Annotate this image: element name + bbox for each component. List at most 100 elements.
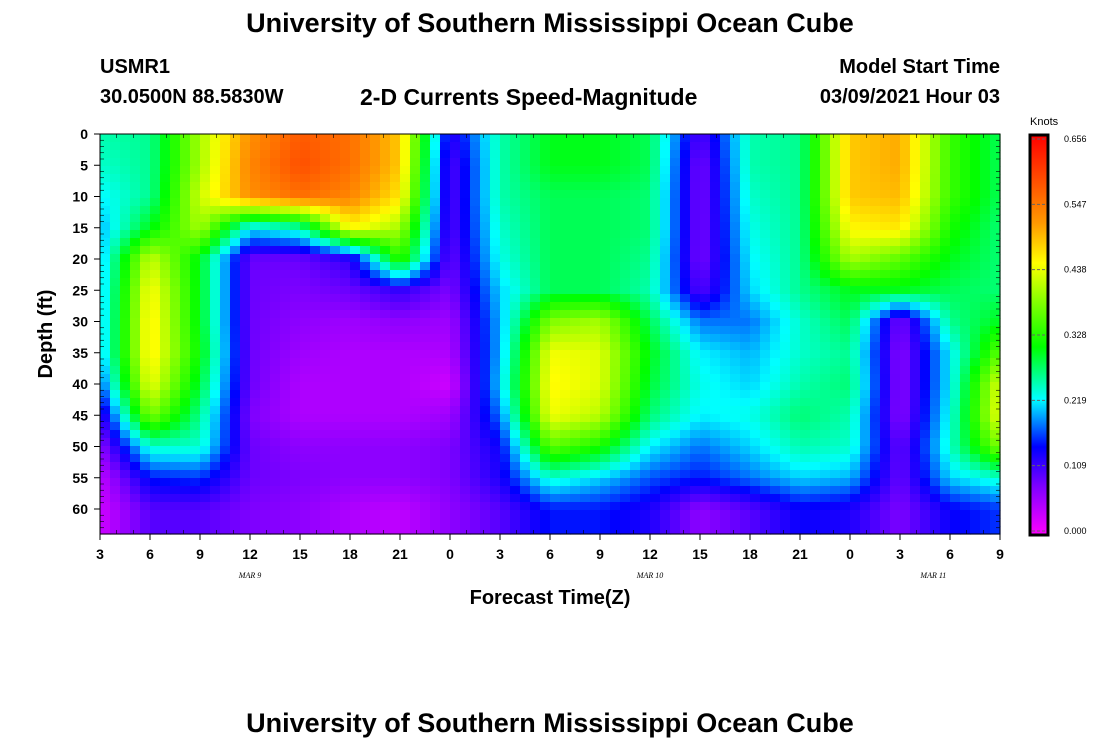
heatmap-cell (900, 390, 911, 399)
heatmap-cell (540, 374, 551, 383)
heatmap-cell (190, 470, 201, 479)
heatmap-cell (180, 366, 191, 375)
heatmap-cell (340, 198, 351, 207)
heatmap-cell (890, 134, 901, 143)
heatmap-cell (460, 158, 471, 167)
heatmap-cell (690, 166, 701, 175)
y-tick-label: 15 (72, 220, 88, 236)
heatmap-cell (290, 254, 301, 263)
heatmap-cell (950, 158, 961, 167)
heatmap-cell (800, 502, 811, 511)
heatmap-cell (110, 454, 121, 463)
heatmap-cell (770, 446, 781, 455)
heatmap-cell (150, 214, 161, 223)
model-start-label: Model Start Time (839, 56, 1000, 78)
heatmap-cell (230, 430, 241, 439)
heatmap-cell (560, 254, 571, 263)
heatmap-cell (340, 246, 351, 255)
heatmap-cell (560, 390, 571, 399)
heatmap-cell (870, 142, 881, 151)
heatmap-cell (590, 214, 601, 223)
heatmap-cell (520, 326, 531, 335)
heatmap-cell (660, 182, 671, 191)
heatmap-cell (650, 486, 661, 495)
heatmap-cell (730, 526, 741, 535)
heatmap-cell (250, 326, 261, 335)
heatmap-cell (880, 518, 891, 527)
heatmap-cell (800, 254, 811, 263)
heatmap-cell (110, 166, 121, 175)
heatmap-cell (510, 278, 521, 287)
heatmap-cell (440, 294, 451, 303)
heatmap-cell (870, 478, 881, 487)
heatmap-cell (650, 142, 661, 151)
heatmap-cell (340, 270, 351, 279)
heatmap-cell (140, 238, 151, 247)
heatmap-cell (420, 390, 431, 399)
heatmap-cell (280, 390, 291, 399)
heatmap-cell (670, 526, 681, 535)
heatmap-cell (220, 190, 231, 199)
heatmap-cell (410, 510, 421, 519)
heatmap-cell (690, 518, 701, 527)
heatmap-cell (610, 158, 621, 167)
heatmap-cell (490, 438, 501, 447)
heatmap-cell (650, 390, 661, 399)
heatmap-cell (810, 358, 821, 367)
heatmap-cell (100, 406, 111, 415)
heatmap-cell (690, 382, 701, 391)
heatmap-cell (820, 454, 831, 463)
heatmap-cell (490, 518, 501, 527)
heatmap-cell (360, 198, 371, 207)
heatmap-cell (840, 214, 851, 223)
heatmap-cell (670, 190, 681, 199)
heatmap-cell (910, 158, 921, 167)
heatmap-cell (980, 230, 991, 239)
heatmap-cell (380, 518, 391, 527)
heatmap-cell (290, 398, 301, 407)
heatmap-cell (750, 406, 761, 415)
heatmap-cell (150, 382, 161, 391)
heatmap-cell (460, 174, 471, 183)
heatmap-cell (680, 334, 691, 343)
heatmap-cell (800, 446, 811, 455)
heatmap-cell (570, 246, 581, 255)
heatmap-cell (880, 358, 891, 367)
heatmap-cell (900, 262, 911, 271)
heatmap-cell (860, 286, 871, 295)
heatmap-cell (880, 454, 891, 463)
heatmap-cell (560, 454, 571, 463)
heatmap-cell (140, 158, 151, 167)
heatmap-cell (460, 390, 471, 399)
heatmap-cell (140, 278, 151, 287)
heatmap-cell (960, 286, 971, 295)
heatmap-cell (140, 358, 151, 367)
heatmap-cell (970, 318, 981, 327)
heatmap-cell (930, 262, 941, 271)
heatmap-cell (830, 406, 841, 415)
heatmap-cell (650, 510, 661, 519)
heatmap-cell (350, 350, 361, 359)
heatmap-cell (180, 198, 191, 207)
heatmap-cell (120, 438, 131, 447)
heatmap-cell (800, 390, 811, 399)
heatmap-cell (920, 214, 931, 223)
heatmap-cell (900, 502, 911, 511)
heatmap-cell (560, 166, 571, 175)
heatmap-cell (690, 246, 701, 255)
heatmap-cell (990, 142, 1001, 151)
heatmap-cell (990, 286, 1001, 295)
heatmap-cell (490, 262, 501, 271)
heatmap-cell (660, 230, 671, 239)
heatmap-cell (460, 270, 471, 279)
x-tick-label: 15 (692, 546, 708, 562)
heatmap-cell (330, 342, 341, 351)
heatmap-cell (820, 158, 831, 167)
heatmap-cell (180, 390, 191, 399)
heatmap-cell (950, 406, 961, 415)
heatmap-cell (810, 334, 821, 343)
heatmap-cell (560, 150, 571, 159)
heatmap-cell (680, 150, 691, 159)
heatmap-cell (420, 350, 431, 359)
heatmap-cell (740, 166, 751, 175)
